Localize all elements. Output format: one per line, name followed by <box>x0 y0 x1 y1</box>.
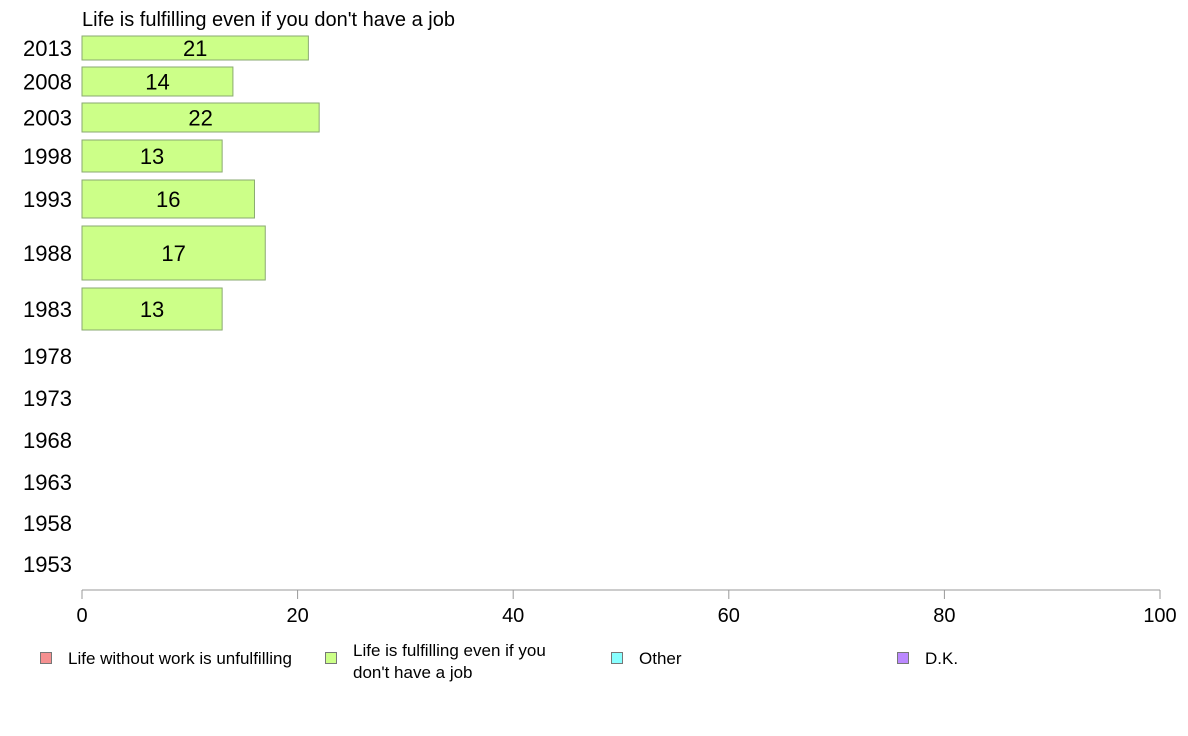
y-tick-label: 1993 <box>23 187 72 212</box>
bar-2008 <box>81 66 234 97</box>
y-tick-label: 2013 <box>23 36 72 61</box>
bars-group: 21 14 22 13 16 17 13 <box>81 35 320 331</box>
legend-swatch-icon <box>897 652 909 664</box>
bar-value-label: 17 <box>161 241 185 266</box>
x-tick-label: 100 <box>1143 605 1176 627</box>
y-tick-label: 1998 <box>23 144 72 169</box>
x-tick-label: 60 <box>718 605 740 627</box>
bar-value-label: 21 <box>183 36 207 61</box>
y-axis-labels: 2013 2008 2003 1998 1993 1988 1983 1978 1973 1968… <box>23 36 72 577</box>
legend-swatch-icon <box>325 652 337 664</box>
bar-1998 <box>81 139 223 173</box>
bar-1993 <box>81 179 255 219</box>
y-tick-label: 1963 <box>23 470 72 495</box>
legend-item-unfulfilling: Life without work is unfulfilling <box>40 640 292 670</box>
legend-label: Life is fulfilling even if you don't hav… <box>353 641 546 682</box>
y-tick-label: 2003 <box>23 106 72 131</box>
bar-value-label: 13 <box>140 144 164 169</box>
y-tick-label: 1988 <box>23 241 72 266</box>
y-tick-label: 1968 <box>23 428 72 453</box>
y-tick-label: 1973 <box>23 386 72 411</box>
legend-label: D.K. <box>925 649 959 668</box>
x-axis: 0 20 40 60 80 100 <box>76 589 1177 627</box>
legend-swatch-icon <box>611 652 623 664</box>
legend-label: Other <box>639 649 682 668</box>
y-tick-label: 1983 <box>23 297 72 322</box>
bar-1988 <box>81 225 266 281</box>
y-tick-label: 1978 <box>23 344 72 369</box>
legend: Life without work is unfulfilling Life i… <box>0 640 1188 700</box>
legend-item-fulfilling: Life is fulfilling even if you don't hav… <box>325 640 553 684</box>
bar-value-label: 16 <box>156 187 180 212</box>
y-tick-label: 1953 <box>23 552 72 577</box>
x-tick-label: 80 <box>933 605 955 627</box>
y-tick-label: 1958 <box>23 511 72 536</box>
bar-2013 <box>81 35 309 61</box>
bar-value-label: 14 <box>145 70 169 95</box>
x-tick-label: 40 <box>502 605 524 627</box>
bar-chart: Life is fulfilling even if you don't hav… <box>23 9 1177 627</box>
bar-2003 <box>81 102 320 133</box>
legend-item-other: Other <box>611 640 682 670</box>
x-tick-label: 0 <box>76 605 87 627</box>
bar-1983 <box>81 287 223 331</box>
x-tick-label: 20 <box>286 605 308 627</box>
bar-value-label: 13 <box>140 297 164 322</box>
y-tick-label: 2008 <box>23 70 72 95</box>
legend-item-dk: D.K. <box>897 640 958 670</box>
bar-value-label: 22 <box>188 106 212 131</box>
chart-title: Life is fulfilling even if you don't hav… <box>82 9 455 31</box>
legend-label: Life without work is unfulfilling <box>68 649 292 668</box>
legend-swatch-icon <box>40 652 52 664</box>
